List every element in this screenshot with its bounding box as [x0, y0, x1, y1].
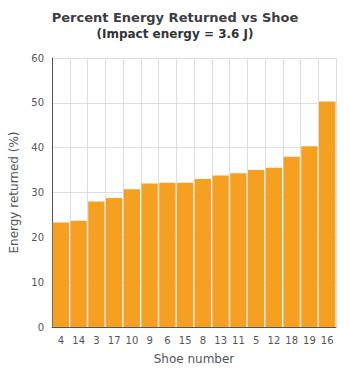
svg-text:4: 4 [58, 335, 64, 346]
svg-text:Shoe number: Shoe number [154, 352, 235, 366]
svg-text:19: 19 [303, 335, 316, 346]
svg-text:30: 30 [31, 187, 44, 198]
svg-text:(Impact energy = 3.6 J): (Impact energy = 3.6 J) [96, 27, 253, 41]
svg-text:8: 8 [200, 335, 206, 346]
svg-text:Energy returned (%): Energy returned (%) [7, 131, 21, 253]
svg-text:17: 17 [108, 335, 121, 346]
svg-text:3: 3 [93, 335, 99, 346]
svg-text:20: 20 [31, 232, 44, 243]
svg-text:10: 10 [126, 335, 139, 346]
svg-text:12: 12 [268, 335, 281, 346]
svg-text:6: 6 [164, 335, 170, 346]
svg-text:15: 15 [179, 335, 192, 346]
svg-text:Percent Energy Returned vs Sho: Percent Energy Returned vs Shoe [52, 10, 299, 25]
svg-text:60: 60 [31, 53, 44, 64]
svg-text:40: 40 [31, 142, 44, 153]
svg-text:5: 5 [253, 335, 259, 346]
svg-text:16: 16 [321, 335, 334, 346]
svg-text:11: 11 [232, 335, 245, 346]
svg-text:0: 0 [38, 322, 44, 333]
svg-text:50: 50 [31, 97, 44, 108]
svg-text:18: 18 [285, 335, 298, 346]
svg-text:9: 9 [146, 335, 152, 346]
svg-text:14: 14 [72, 335, 85, 346]
svg-text:13: 13 [214, 335, 227, 346]
svg-text:10: 10 [31, 277, 44, 288]
